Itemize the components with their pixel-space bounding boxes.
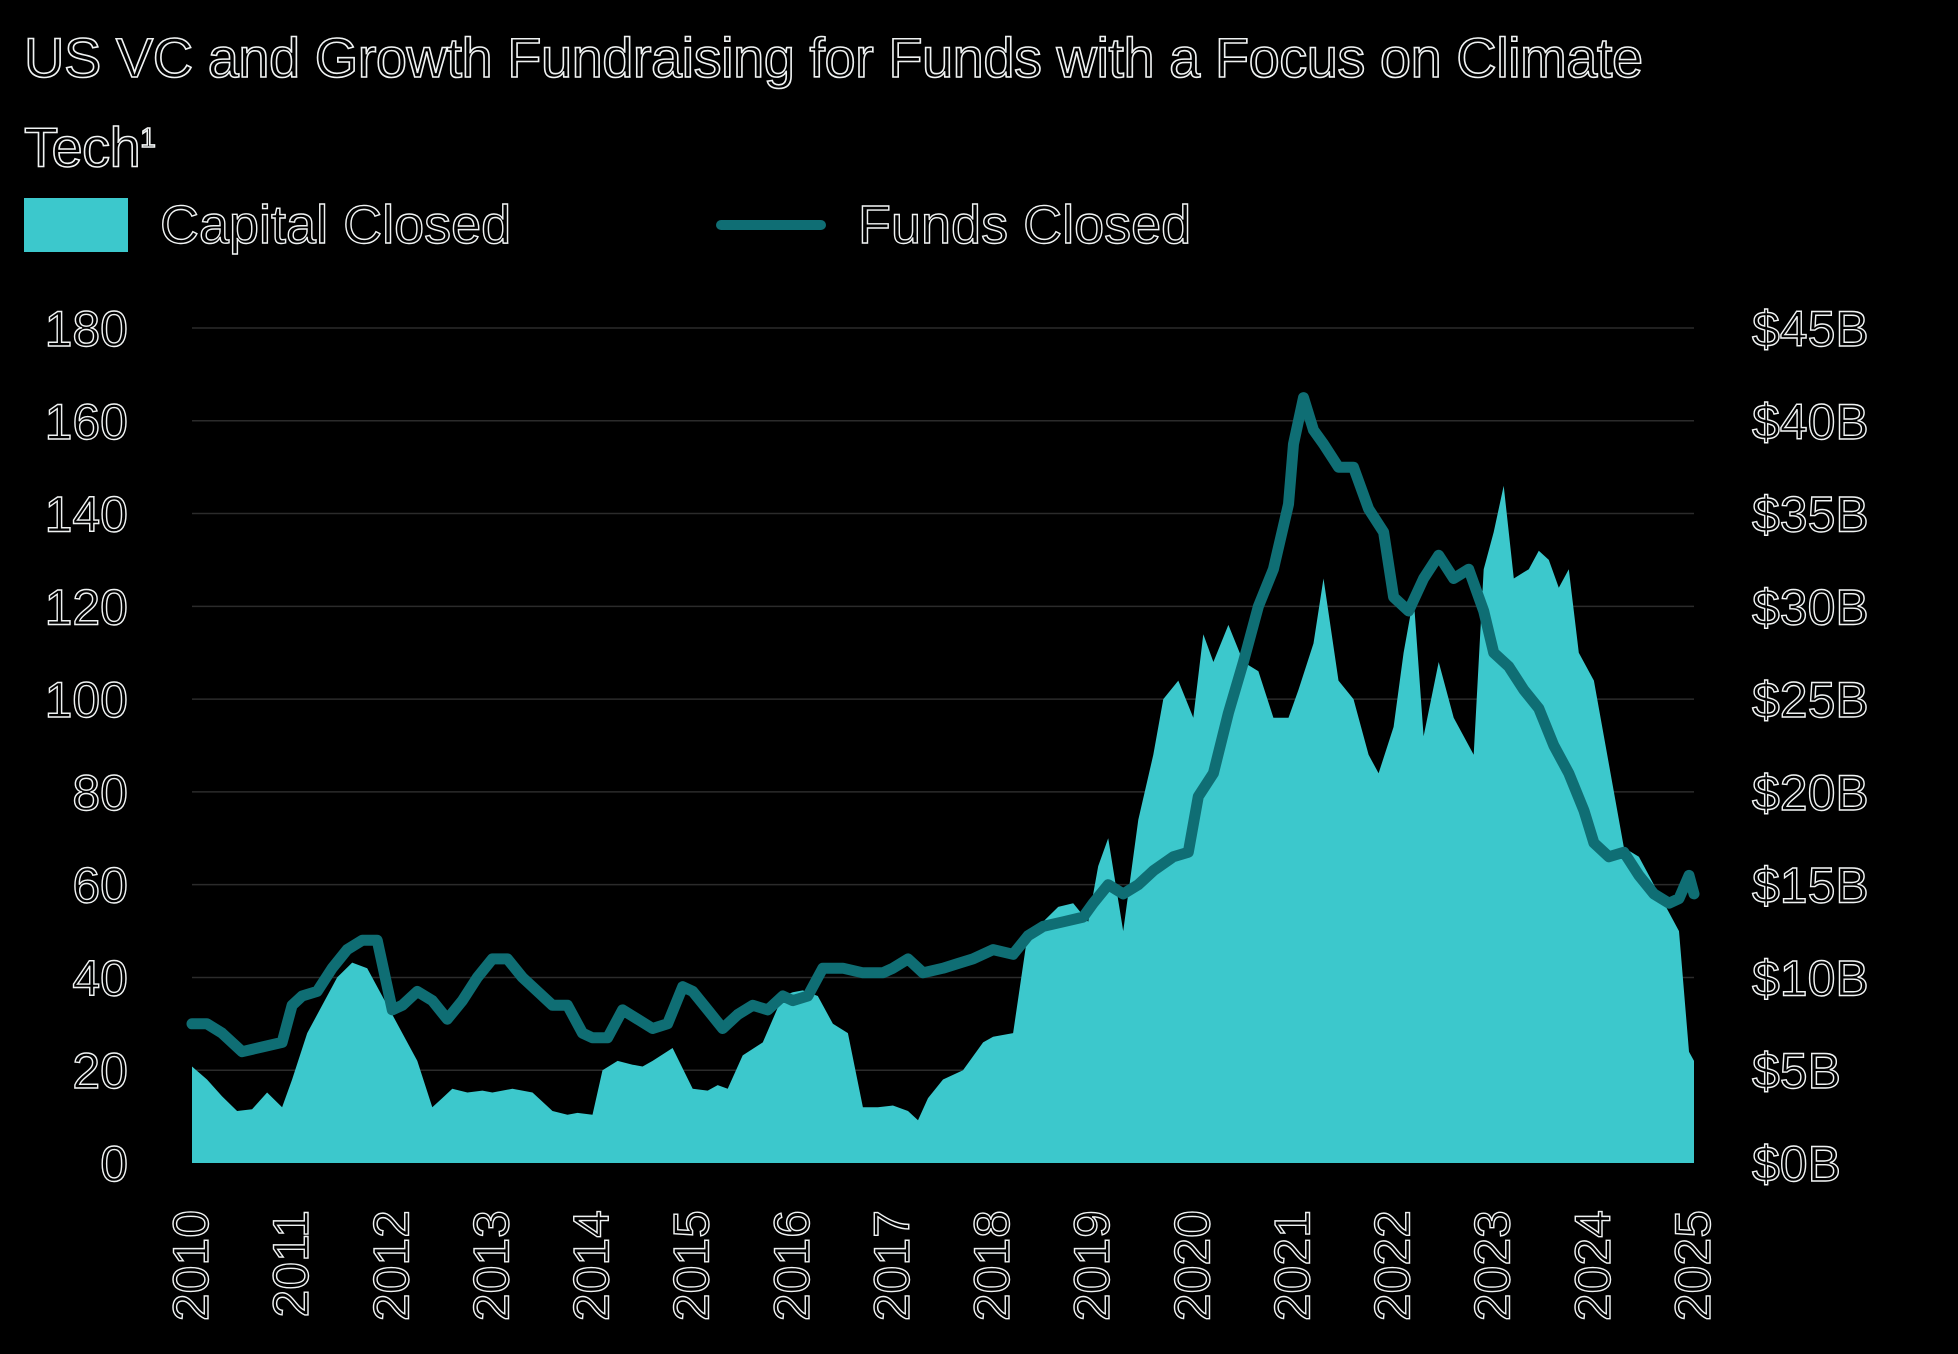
x-axis-tick-label: 2010 [163,1210,219,1321]
x-axis-tick-label: 2018 [964,1210,1020,1321]
left-axis-tick-label: 100 [45,672,128,728]
legend-item-funds-closed: Funds Closed [716,190,1192,260]
x-axis-tick-label: 2021 [1264,1210,1320,1321]
legend-item-capital-closed: Capital Closed [24,190,512,260]
left-axis-tick-label: 180 [45,301,128,357]
right-axis-tick-label: $40B [1752,394,1869,450]
title-footnote: 1 [139,121,156,154]
x-axis-tick-label: 2025 [1665,1210,1721,1321]
right-axis-tick-label: $45B [1752,301,1869,357]
x-axis-tick-label: 2016 [764,1210,820,1321]
left-axis-tick-label: 20 [72,1043,128,1099]
right-axis-tick-label: $25B [1752,672,1869,728]
x-axis-tick-label: 2014 [564,1210,620,1321]
x-axis-tick-label: 2017 [864,1210,920,1321]
right-axis-tick-label: $5B [1752,1043,1841,1099]
left-axis-tick-label: 40 [72,950,128,1006]
funds-closed-line [186,392,1700,1058]
capital-closed-area [192,485,1694,1163]
left-axis-tick-label: 120 [45,579,128,635]
left-axis-tick-label: 140 [45,487,128,543]
x-axis-tick-label: 2022 [1365,1210,1421,1321]
x-axis-tick-label: 2020 [1164,1210,1220,1321]
left-axis-tick-label: 60 [72,858,128,914]
legend-label-capital-closed: Capital Closed [159,194,512,255]
right-axis-tick-label: $35B [1752,487,1869,543]
right-axis-tick-label: $20B [1752,765,1869,821]
legend-swatch-line [716,220,826,230]
right-axis-tick-label: $0B [1752,1136,1841,1192]
x-axis-tick-label: 2023 [1465,1210,1521,1321]
chart-legend: Capital Closed Funds Closed [24,190,1424,260]
left-axis-tick-label: 160 [45,394,128,450]
right-axis-tick-label: $15B [1752,858,1869,914]
x-axis-tick-label: 2015 [664,1210,720,1321]
left-axis-tick-label: 0 [100,1136,128,1192]
x-axis-tick-label: 2013 [463,1210,519,1321]
x-axis-tick-label: 2019 [1064,1210,1120,1321]
x-axis-tick-label: 2024 [1565,1210,1621,1321]
right-axis-tick-label: $30B [1752,579,1869,635]
legend-swatch-area [24,198,128,252]
chart-title: US VC and Growth Fundraising for Funds w… [23,25,1644,179]
right-axis-tick-label: $10B [1752,950,1869,1006]
x-axis-tick-label: 2011 [263,1210,319,1318]
left-axis-tick-label: 80 [72,765,128,821]
legend-label-funds-closed: Funds Closed [857,194,1192,255]
x-axis-tick-label: 2012 [363,1210,419,1321]
